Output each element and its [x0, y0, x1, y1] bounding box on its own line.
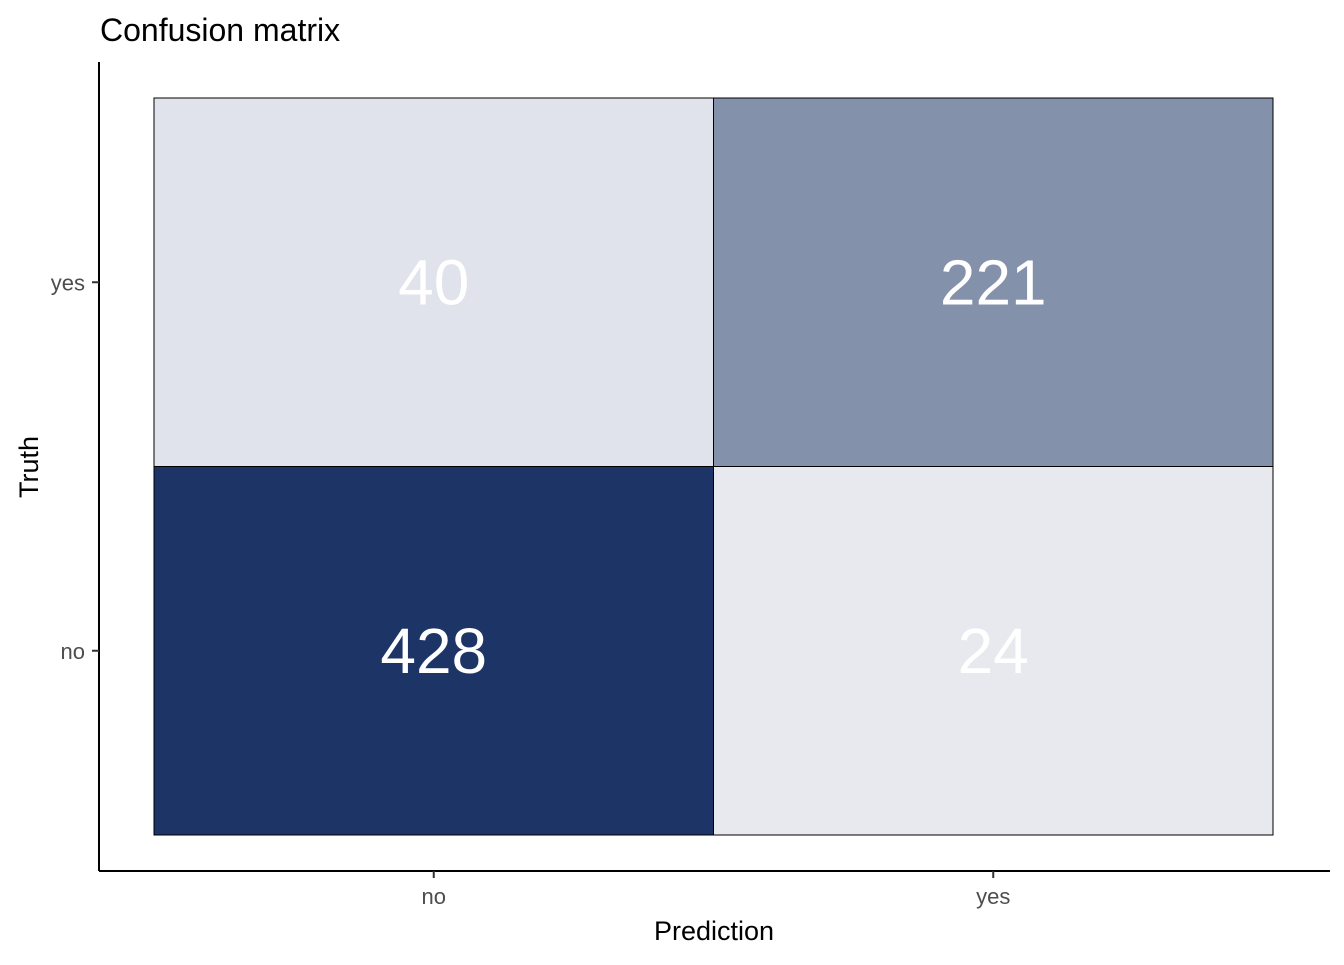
cell-label-no-no: 428 — [380, 615, 487, 687]
cell-label-no-yes: 24 — [958, 615, 1029, 687]
x-tick-label: no — [422, 884, 446, 909]
chart-title: Confusion matrix — [100, 12, 340, 48]
cell-no-no — [153, 466, 714, 836]
x-axis-ticks: no yes — [422, 871, 1010, 909]
x-axis-title: Prediction — [654, 916, 774, 946]
y-axis-title: Truth — [14, 436, 44, 498]
heatmap-cells — [153, 97, 1274, 836]
cell-label-yes-yes: 221 — [940, 246, 1047, 318]
heatmap-cell-labels: 40 221 428 24 — [380, 246, 1046, 687]
cell-yes-yes — [713, 97, 1274, 467]
cell-label-yes-no: 40 — [398, 246, 469, 318]
y-tick-label: no — [61, 639, 85, 664]
y-axis-ticks: no yes — [51, 270, 99, 664]
cell-yes-no — [153, 97, 714, 467]
cell-no-yes — [713, 466, 1274, 836]
x-tick-label: yes — [976, 884, 1010, 909]
y-tick-label: yes — [51, 270, 85, 295]
